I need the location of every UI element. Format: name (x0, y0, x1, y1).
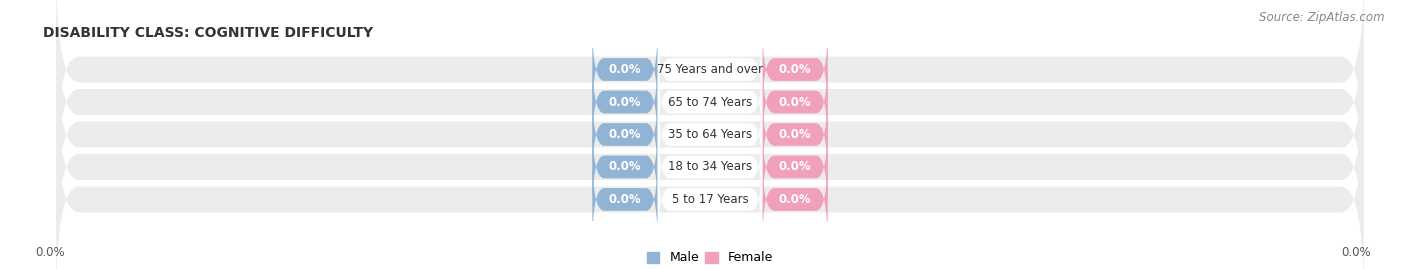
Text: DISABILITY CLASS: COGNITIVE DIFFICULTY: DISABILITY CLASS: COGNITIVE DIFFICULTY (44, 26, 373, 40)
FancyBboxPatch shape (658, 55, 762, 149)
FancyBboxPatch shape (56, 1, 1364, 203)
Text: 35 to 64 Years: 35 to 64 Years (668, 128, 752, 141)
FancyBboxPatch shape (592, 152, 658, 247)
FancyBboxPatch shape (592, 120, 658, 214)
Text: 0.0%: 0.0% (35, 246, 65, 259)
Text: 0.0%: 0.0% (779, 95, 811, 108)
FancyBboxPatch shape (658, 22, 762, 117)
Text: 65 to 74 Years: 65 to 74 Years (668, 95, 752, 108)
Text: 18 to 34 Years: 18 to 34 Years (668, 161, 752, 174)
FancyBboxPatch shape (658, 152, 762, 247)
FancyBboxPatch shape (592, 55, 658, 149)
Text: 0.0%: 0.0% (609, 63, 641, 76)
Text: 75 Years and over: 75 Years and over (657, 63, 763, 76)
FancyBboxPatch shape (762, 55, 828, 149)
FancyBboxPatch shape (762, 87, 828, 182)
Text: 0.0%: 0.0% (609, 161, 641, 174)
FancyBboxPatch shape (56, 0, 1364, 170)
FancyBboxPatch shape (56, 99, 1364, 269)
FancyBboxPatch shape (658, 120, 762, 214)
FancyBboxPatch shape (658, 87, 762, 182)
Text: 0.0%: 0.0% (779, 193, 811, 206)
FancyBboxPatch shape (56, 66, 1364, 268)
Text: 0.0%: 0.0% (779, 128, 811, 141)
Text: 0.0%: 0.0% (1341, 246, 1371, 259)
FancyBboxPatch shape (762, 22, 828, 117)
Text: 0.0%: 0.0% (609, 193, 641, 206)
Text: 0.0%: 0.0% (609, 128, 641, 141)
Text: 0.0%: 0.0% (779, 161, 811, 174)
FancyBboxPatch shape (762, 120, 828, 214)
FancyBboxPatch shape (592, 87, 658, 182)
Text: Source: ZipAtlas.com: Source: ZipAtlas.com (1260, 11, 1385, 24)
Text: 0.0%: 0.0% (609, 95, 641, 108)
Legend: Male, Female: Male, Female (643, 246, 778, 269)
Text: 5 to 17 Years: 5 to 17 Years (672, 193, 748, 206)
FancyBboxPatch shape (56, 34, 1364, 235)
FancyBboxPatch shape (592, 22, 658, 117)
Text: 0.0%: 0.0% (779, 63, 811, 76)
FancyBboxPatch shape (762, 152, 828, 247)
